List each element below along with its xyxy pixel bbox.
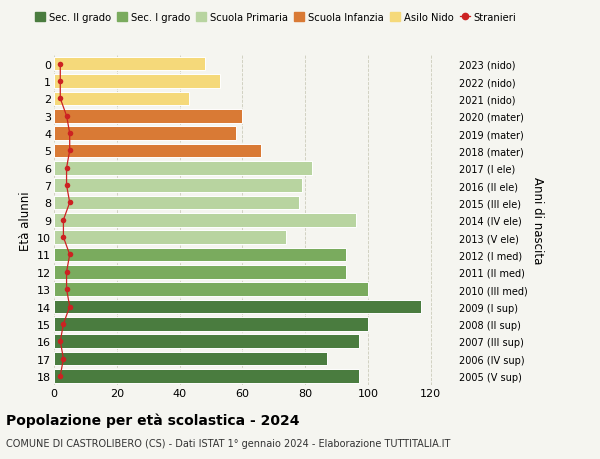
Bar <box>54 352 327 365</box>
Bar <box>54 127 236 140</box>
Bar <box>54 317 368 331</box>
Bar <box>54 231 286 244</box>
Bar <box>54 110 242 123</box>
Bar <box>54 283 368 296</box>
Y-axis label: Anni di nascita: Anni di nascita <box>531 177 544 264</box>
Bar <box>54 162 311 175</box>
Bar <box>54 75 220 89</box>
Bar <box>54 213 355 227</box>
Bar <box>54 335 359 348</box>
Bar <box>54 58 205 71</box>
Text: Popolazione per età scolastica - 2024: Popolazione per età scolastica - 2024 <box>6 413 299 428</box>
Bar <box>54 300 421 313</box>
Y-axis label: Età alunni: Età alunni <box>19 190 32 250</box>
Legend: Sec. II grado, Sec. I grado, Scuola Primaria, Scuola Infanzia, Asilo Nido, Stran: Sec. II grado, Sec. I grado, Scuola Prim… <box>31 9 520 27</box>
Bar <box>54 145 261 158</box>
Bar <box>54 196 299 210</box>
Bar <box>54 265 346 279</box>
Bar <box>54 369 359 383</box>
Text: COMUNE DI CASTROLIBERO (CS) - Dati ISTAT 1° gennaio 2024 - Elaborazione TUTTITAL: COMUNE DI CASTROLIBERO (CS) - Dati ISTAT… <box>6 438 451 448</box>
Bar <box>54 248 346 262</box>
Bar <box>54 179 302 192</box>
Bar <box>54 92 189 106</box>
